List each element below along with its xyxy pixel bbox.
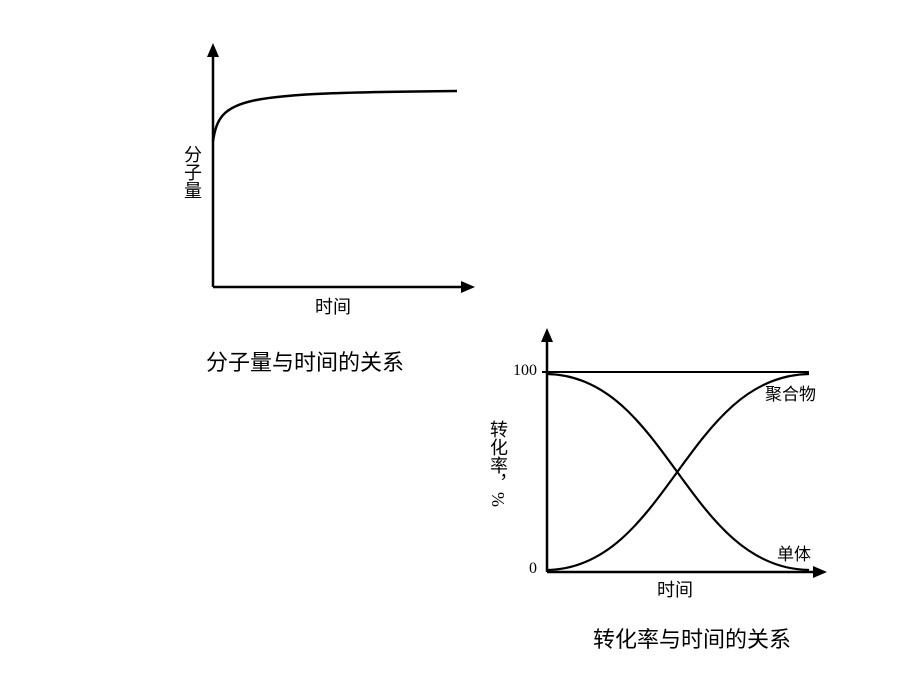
chart1-curve [213,91,457,141]
chart1-caption: 分子量与时间的关系 [135,345,475,377]
chart2-polymer-label: 聚合物 [765,380,816,405]
chart2-svg [487,320,827,600]
chart2-monomer-label: 单体 [777,540,811,565]
chart2-tick-0: 0 [529,560,537,578]
chart-molecular-weight: 分子量 时间 分子量与时间的关系 [165,35,475,377]
chart2-xlabel: 时间 [657,576,693,602]
chart1-xlabel: 时间 [315,293,351,319]
chart2-y-arrow [541,328,553,342]
chart2-x-arrow [813,566,827,578]
chart1-svg [165,35,475,315]
chart2-ylabel: 转化率，% [485,420,511,507]
chart2-tick-100: 100 [513,362,537,380]
chart2-caption: 转化率与时间的关系 [557,622,827,654]
chart-conversion-rate: 转化率，% 时间 100 0 聚合物 单体 转化率与时间的关系 [487,320,827,654]
chart1-y-arrow [207,43,219,57]
chart1-ylabel: 分子量 [179,145,205,199]
chart1-x-arrow [461,281,475,293]
